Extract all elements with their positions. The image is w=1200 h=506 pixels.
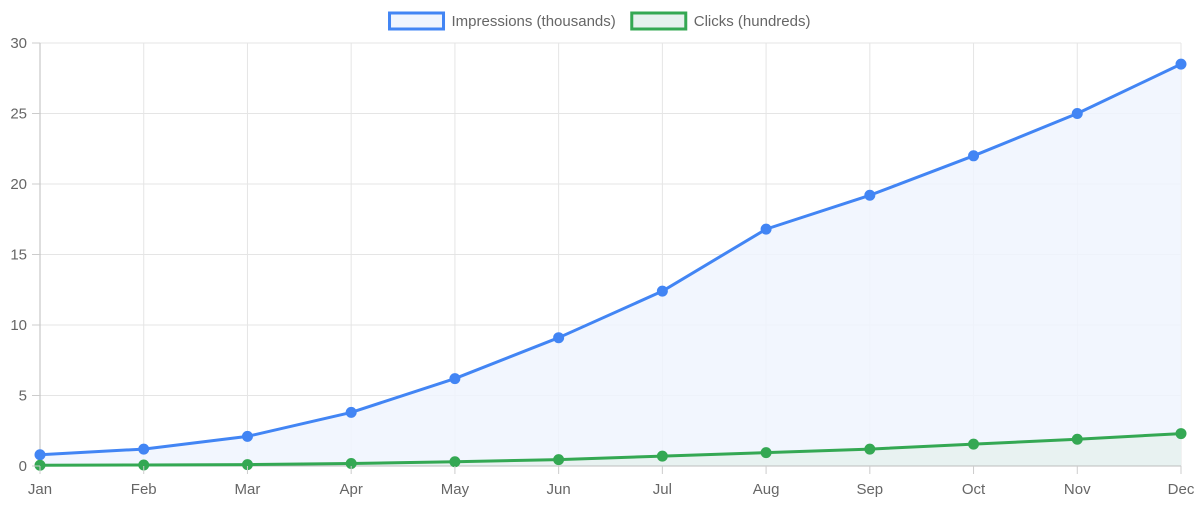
- data-point[interactable]: [449, 456, 461, 468]
- y-tick-label: 25: [10, 106, 27, 123]
- legend-label: Impressions (thousands): [452, 13, 616, 30]
- x-tick-label: Jun: [547, 481, 571, 498]
- data-point[interactable]: [864, 443, 876, 455]
- series-area-1: [40, 433, 1181, 466]
- data-point[interactable]: [760, 223, 772, 235]
- data-point[interactable]: [1071, 433, 1083, 445]
- series-areas: [40, 64, 1181, 467]
- series-area-0: [40, 64, 1181, 467]
- data-point[interactable]: [1175, 58, 1187, 70]
- legend-item-1[interactable]: Clicks (hundreds): [630, 11, 811, 31]
- x-tick-label: May: [441, 481, 470, 498]
- data-point[interactable]: [138, 443, 150, 455]
- series-line-0: [38, 62, 1183, 457]
- data-point[interactable]: [449, 373, 461, 385]
- legend-swatch: [388, 11, 446, 31]
- y-tick-label: 15: [10, 247, 27, 264]
- x-tick-label: Feb: [131, 481, 157, 498]
- x-tick-label: Mar: [235, 481, 261, 498]
- x-tick-label: Sep: [856, 481, 883, 498]
- x-tick-label: Apr: [340, 481, 363, 498]
- data-point[interactable]: [760, 447, 772, 459]
- x-tick-label: Jul: [653, 481, 672, 498]
- y-tick-label: 30: [10, 35, 27, 52]
- series-lines: [38, 62, 1183, 467]
- data-point[interactable]: [553, 332, 565, 344]
- legend-label: Clicks (hundreds): [694, 13, 811, 30]
- data-point[interactable]: [241, 430, 253, 442]
- y-tick-label: 20: [10, 176, 27, 193]
- x-axis-ticks: Jan Feb Mar Apr May Jun Jul Aug Sep Oct Nov Dec: [28, 466, 1195, 498]
- y-tick-label: 10: [10, 317, 27, 334]
- legend-item-0[interactable]: Impressions (thousands): [388, 11, 616, 31]
- data-point[interactable]: [1175, 428, 1187, 440]
- x-tick-label: Dec: [1168, 481, 1195, 498]
- data-point[interactable]: [968, 438, 980, 450]
- y-tick-label: 5: [19, 388, 27, 405]
- y-tick-label: 0: [19, 458, 27, 475]
- data-point[interactable]: [864, 189, 876, 201]
- data-point[interactable]: [345, 406, 357, 418]
- data-point[interactable]: [1071, 108, 1083, 119]
- data-point[interactable]: [968, 150, 980, 162]
- legend: Impressions (thousands) Clicks (hundreds): [388, 11, 811, 31]
- y-axis-ticks: 0 5 10 15 20 25 30: [10, 35, 40, 475]
- data-point[interactable]: [553, 454, 565, 466]
- x-tick-label: Aug: [753, 481, 780, 498]
- data-point[interactable]: [34, 449, 46, 461]
- legend-swatch: [630, 11, 688, 31]
- series-line-1: [38, 432, 1183, 467]
- x-tick-label: Jan: [28, 481, 52, 498]
- series-points: [34, 58, 1187, 471]
- data-point[interactable]: [656, 285, 668, 297]
- x-tick-label: Oct: [962, 481, 986, 498]
- x-tick-label: Nov: [1064, 481, 1091, 498]
- data-point[interactable]: [656, 450, 668, 462]
